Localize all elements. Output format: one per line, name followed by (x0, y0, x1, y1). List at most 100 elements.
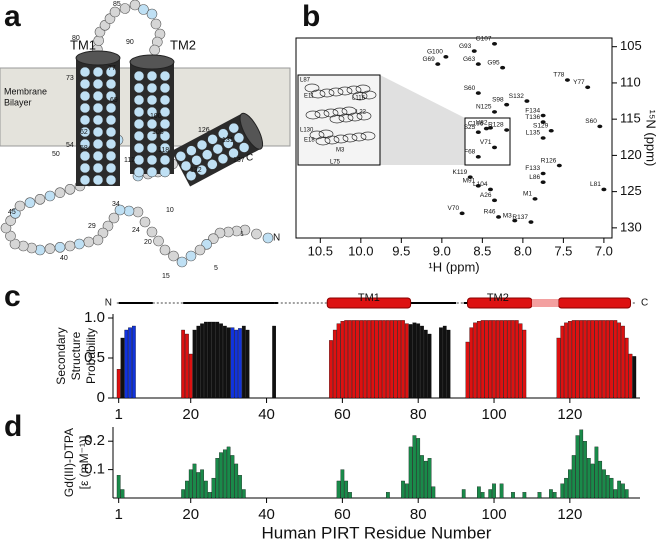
x-tick-label: 60 (334, 506, 351, 523)
peak-label: G63 (463, 56, 476, 63)
bar (120, 489, 125, 499)
residue (54, 242, 66, 253)
residue (79, 150, 91, 162)
inset-contour (352, 91, 368, 101)
x-tick-label: 8.0 (514, 243, 532, 258)
peak-label: S60 (464, 85, 476, 92)
peak (475, 155, 481, 159)
bar (427, 458, 432, 499)
bar (355, 320, 360, 399)
helix-cylinder (171, 112, 264, 187)
bar (116, 475, 121, 499)
residue (92, 78, 104, 90)
residue (114, 204, 126, 216)
peak-label: G100 (427, 49, 443, 56)
bar (621, 325, 625, 399)
residue (139, 216, 151, 228)
x-tick-label: 10.5 (308, 243, 333, 258)
membrane-label: Membrane (4, 86, 47, 96)
bar (219, 452, 223, 499)
residue (5, 230, 16, 242)
residue (74, 238, 85, 250)
residue (159, 142, 171, 154)
bar (332, 329, 337, 399)
residue-number: 126 (198, 127, 210, 134)
residue (238, 142, 250, 153)
peak (504, 128, 510, 132)
bar (230, 455, 235, 499)
residue (175, 150, 187, 162)
bar (480, 320, 485, 399)
peak-label: F133 (525, 165, 540, 172)
helix-label: TM2 (487, 292, 509, 304)
x-tick-label: 80 (410, 506, 427, 523)
bar (124, 329, 129, 399)
peak-label: V70 (448, 205, 460, 212)
peak (492, 145, 498, 150)
residue-number: 50 (52, 151, 60, 158)
bar (131, 325, 136, 399)
bar (200, 469, 204, 499)
bar (564, 322, 568, 399)
peak (467, 175, 473, 179)
bar (351, 320, 356, 399)
peak-label: C106 (468, 120, 484, 127)
y-axis-label: [ε (mM⁻¹)] (77, 436, 91, 490)
residue (132, 206, 144, 218)
inset-peak-label: M3 (336, 148, 345, 154)
bar (215, 458, 220, 499)
y-axis-label: Structure (69, 331, 83, 380)
helix-cylinder (75, 50, 121, 186)
peak-label: T136 (525, 114, 540, 121)
bar (609, 320, 614, 399)
bar (423, 329, 428, 399)
helix-cylinder (129, 54, 175, 178)
inset-contour (338, 113, 354, 123)
bar (598, 460, 603, 499)
bar (211, 477, 216, 499)
residue-number: 10 (166, 207, 174, 214)
residue-number: 5 (214, 265, 218, 272)
peak-label: G69 (422, 56, 435, 63)
bar (336, 480, 341, 499)
residue (133, 70, 145, 82)
residue-number: 62 (80, 129, 88, 136)
bar (401, 320, 405, 399)
residue (44, 190, 56, 202)
peak-label: S60 (585, 118, 597, 125)
cylinder-top (129, 54, 175, 70)
residue-number: 137 (233, 157, 245, 164)
bar (560, 325, 565, 399)
bar (583, 441, 587, 499)
spectrum-frame (295, 37, 613, 239)
bar (586, 320, 591, 399)
bar (344, 480, 349, 499)
peak-label: M1 (523, 191, 532, 198)
residue (146, 118, 158, 130)
bar (382, 320, 386, 399)
peak-label: V82 (476, 120, 488, 127)
bar (579, 429, 584, 499)
bar (484, 320, 489, 399)
peak-label: V71 (480, 139, 492, 146)
x-tick-label: 8.5 (473, 243, 491, 258)
residue (92, 162, 104, 174)
bar (522, 329, 527, 399)
residue (233, 132, 245, 144)
residue (79, 90, 91, 102)
x-tick-label: 1 (115, 406, 123, 423)
inset-peak-label: L130 (300, 128, 314, 134)
y-axis-label: ¹⁵N (ppm) (644, 110, 657, 167)
residue (133, 82, 145, 94)
bar (598, 320, 603, 399)
residue (146, 70, 158, 82)
bar (560, 483, 565, 499)
bar (537, 492, 542, 499)
bar (222, 325, 227, 399)
bar (420, 325, 424, 399)
residue (146, 8, 158, 20)
residue (54, 187, 66, 198)
residue (176, 256, 188, 268)
peak-label: S98 (492, 96, 504, 103)
y-tick-label: 105 (620, 38, 642, 53)
